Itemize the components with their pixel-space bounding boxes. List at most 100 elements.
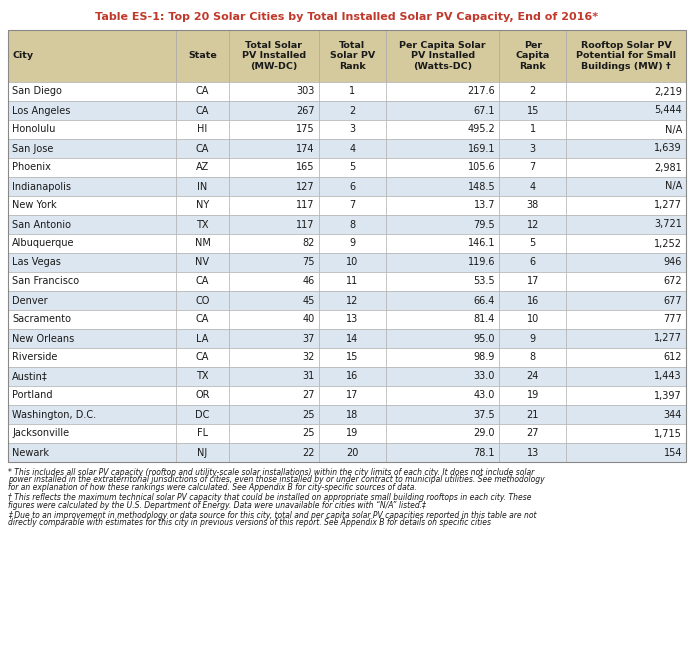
Text: 25: 25 — [303, 428, 315, 438]
Text: NJ: NJ — [197, 448, 208, 457]
Text: 6: 6 — [349, 181, 355, 191]
Text: 117: 117 — [296, 201, 315, 211]
Text: Sacramento: Sacramento — [12, 314, 71, 324]
Text: DC: DC — [195, 410, 210, 420]
Text: 344: 344 — [663, 410, 682, 420]
Text: 78.1: 78.1 — [473, 448, 495, 457]
Text: 18: 18 — [346, 410, 359, 420]
Text: 17: 17 — [346, 391, 359, 401]
Text: 27: 27 — [303, 391, 315, 401]
Text: TX: TX — [196, 220, 209, 230]
Text: 175: 175 — [296, 124, 315, 134]
Text: 1: 1 — [530, 124, 536, 134]
Text: 11: 11 — [346, 277, 359, 287]
Text: directly comparable with estimates for this city in previous versions of this re: directly comparable with estimates for t… — [8, 518, 491, 527]
Text: 5: 5 — [530, 238, 536, 248]
Text: 127: 127 — [296, 181, 315, 191]
Text: 217.6: 217.6 — [467, 87, 495, 97]
Text: 37: 37 — [303, 334, 315, 344]
Text: 777: 777 — [663, 314, 682, 324]
Text: 3: 3 — [530, 144, 536, 154]
Text: 82: 82 — [303, 238, 315, 248]
Text: figures were calculated by the U.S. Department of Energy. Data were unavailable : figures were calculated by the U.S. Depa… — [8, 500, 426, 510]
Text: CA: CA — [196, 277, 209, 287]
Text: 12: 12 — [346, 295, 359, 305]
Text: 677: 677 — [663, 295, 682, 305]
Text: State: State — [188, 52, 217, 60]
Text: 7: 7 — [349, 201, 355, 211]
Text: 5: 5 — [349, 162, 355, 173]
Text: 15: 15 — [527, 105, 539, 115]
Text: 81.4: 81.4 — [474, 314, 495, 324]
Text: 43.0: 43.0 — [474, 391, 495, 401]
Text: ‡ Due to an improvement in methodology or data source for this city, total and p: ‡ Due to an improvement in methodology o… — [8, 510, 536, 520]
Text: Washington, D.C.: Washington, D.C. — [12, 410, 96, 420]
Text: 946: 946 — [663, 258, 682, 267]
Text: CO: CO — [195, 295, 210, 305]
Text: 14: 14 — [346, 334, 359, 344]
Text: NV: NV — [196, 258, 210, 267]
Text: Newark: Newark — [12, 448, 49, 457]
Text: 9: 9 — [530, 334, 536, 344]
Text: New Orleans: New Orleans — [12, 334, 74, 344]
Text: N/A: N/A — [665, 124, 682, 134]
Text: 67.1: 67.1 — [473, 105, 495, 115]
Text: NY: NY — [196, 201, 209, 211]
Text: 5,444: 5,444 — [654, 105, 682, 115]
Text: 267: 267 — [296, 105, 315, 115]
Text: New York: New York — [12, 201, 57, 211]
Text: 8: 8 — [349, 220, 355, 230]
Text: 24: 24 — [527, 371, 539, 381]
Text: 1,639: 1,639 — [654, 144, 682, 154]
Text: IN: IN — [197, 181, 208, 191]
Text: 66.4: 66.4 — [474, 295, 495, 305]
Text: 672: 672 — [663, 277, 682, 287]
Text: 4: 4 — [349, 144, 355, 154]
Text: 2,981: 2,981 — [654, 162, 682, 173]
Text: 1,443: 1,443 — [654, 371, 682, 381]
Text: Jacksonville: Jacksonville — [12, 428, 69, 438]
Text: 13: 13 — [527, 448, 539, 457]
Text: Las Vegas: Las Vegas — [12, 258, 61, 267]
Text: 1,277: 1,277 — [654, 201, 682, 211]
Text: power installed in the extraterritorial jurisdictions of cities, even those inst: power installed in the extraterritorial … — [8, 475, 545, 485]
Text: 33.0: 33.0 — [474, 371, 495, 381]
Text: 19: 19 — [346, 428, 359, 438]
Text: 3,721: 3,721 — [654, 220, 682, 230]
Text: CA: CA — [196, 87, 209, 97]
Text: 19: 19 — [527, 391, 539, 401]
Text: 612: 612 — [663, 352, 682, 363]
Text: 27: 27 — [527, 428, 539, 438]
Text: 1,277: 1,277 — [654, 334, 682, 344]
Text: CA: CA — [196, 352, 209, 363]
Text: Los Angeles: Los Angeles — [12, 105, 70, 115]
Text: 169.1: 169.1 — [468, 144, 495, 154]
Text: 15: 15 — [346, 352, 359, 363]
Text: 1,252: 1,252 — [654, 238, 682, 248]
Text: 45: 45 — [303, 295, 315, 305]
Text: LA: LA — [196, 334, 209, 344]
Text: 4: 4 — [530, 181, 536, 191]
Text: Rooftop Solar PV
Potential for Small
Buildings (MW) †: Rooftop Solar PV Potential for Small Bui… — [576, 41, 676, 71]
Text: San Diego: San Diego — [12, 87, 62, 97]
Text: 105.6: 105.6 — [468, 162, 495, 173]
Text: 17: 17 — [527, 277, 539, 287]
Text: 79.5: 79.5 — [473, 220, 495, 230]
Text: Riverside: Riverside — [12, 352, 58, 363]
Text: OR: OR — [195, 391, 210, 401]
Text: CA: CA — [196, 105, 209, 115]
Text: Table ES-1: Top 20 Solar Cities by Total Installed Solar PV Capacity, End of 201: Table ES-1: Top 20 Solar Cities by Total… — [96, 12, 598, 22]
Text: 13.7: 13.7 — [473, 201, 495, 211]
Text: 303: 303 — [296, 87, 315, 97]
Text: Portland: Portland — [12, 391, 53, 401]
Text: NM: NM — [194, 238, 210, 248]
Text: Per
Capita
Rank: Per Capita Rank — [516, 41, 550, 71]
Text: San Jose: San Jose — [12, 144, 53, 154]
Text: for an explanation of how these rankings were calculated. See Appendix B for cit: for an explanation of how these rankings… — [8, 483, 417, 492]
Text: Indianapolis: Indianapolis — [12, 181, 71, 191]
Text: 7: 7 — [530, 162, 536, 173]
Text: Austin‡: Austin‡ — [12, 371, 48, 381]
Text: San Francisco: San Francisco — [12, 277, 79, 287]
Text: Total Solar
PV Installed
(MW-DC): Total Solar PV Installed (MW-DC) — [242, 41, 306, 71]
Text: 2: 2 — [349, 105, 355, 115]
